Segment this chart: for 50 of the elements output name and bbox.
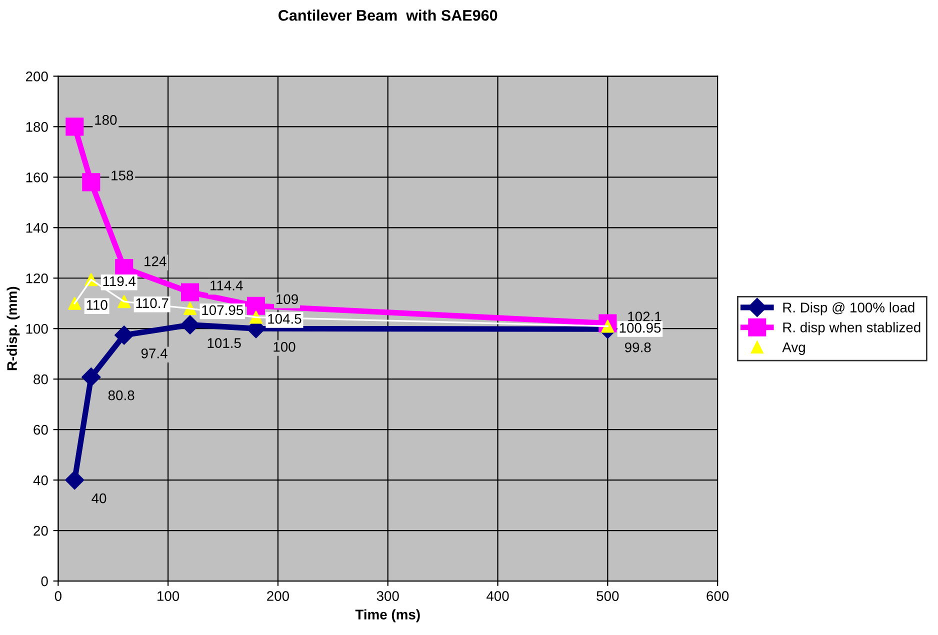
x-tick-label: 100	[158, 591, 180, 601]
x-tick-label: 400	[486, 591, 509, 601]
y-axis-title: R-disp. (mm)	[6, 286, 20, 370]
point	[114, 326, 134, 345]
data-label: 110	[86, 300, 108, 310]
data-label: 114.4	[210, 280, 243, 290]
data-label: 102.1	[628, 312, 662, 322]
y-tick-label: 80	[34, 374, 48, 384]
legend-label: Avg	[782, 342, 805, 355]
y-tick-label: 120	[26, 273, 48, 284]
data-label: 104.5	[268, 314, 302, 324]
point	[82, 368, 101, 387]
x-tick-label: 0	[54, 591, 62, 601]
point	[82, 173, 100, 192]
data-label: 109	[276, 294, 298, 304]
x-tick-label: 200	[267, 591, 290, 601]
data-label: 101.5	[208, 338, 241, 348]
point	[246, 296, 266, 315]
data-label: 99.8	[624, 342, 651, 352]
y-tick-label: 20	[34, 526, 48, 536]
y-tick-label: 40	[33, 475, 48, 486]
data-label: 40	[92, 493, 106, 504]
y-tick-label: 200	[26, 72, 48, 82]
data-label: 100	[274, 342, 296, 352]
point	[68, 296, 82, 310]
point	[65, 470, 84, 490]
point	[66, 118, 84, 136]
point	[181, 283, 200, 302]
legend-label: R. Disp @ 100% load	[783, 302, 914, 316]
data-label: 97.4	[141, 348, 168, 358]
x-axis-title: Time (ms)	[355, 609, 420, 622]
legend-label: R. disp when stablized	[783, 322, 920, 336]
data-label: 158	[112, 170, 134, 180]
data-label: 100.95	[620, 322, 661, 333]
y-tick-label: 60	[34, 424, 48, 435]
y-tick-label: 100	[26, 324, 48, 334]
data-label: 110.7	[136, 298, 168, 308]
data-label: 124	[144, 256, 166, 266]
data-label: 107.95	[202, 305, 244, 316]
data-label: 119.4	[103, 276, 136, 286]
y-tick-label: 180	[26, 122, 48, 132]
x-tick-label: 500	[596, 591, 619, 601]
x-tick-label: 600	[706, 591, 729, 601]
y-tick-label: 140	[26, 222, 48, 233]
chart-title: Cantilever Beam with SAE960	[278, 10, 498, 21]
data-label: 80.8	[108, 390, 134, 400]
y-tick-label: 160	[26, 172, 48, 182]
y-tick-label: 0	[41, 576, 48, 586]
x-tick-label: 300	[376, 591, 399, 601]
data-label: 180	[95, 115, 117, 125]
